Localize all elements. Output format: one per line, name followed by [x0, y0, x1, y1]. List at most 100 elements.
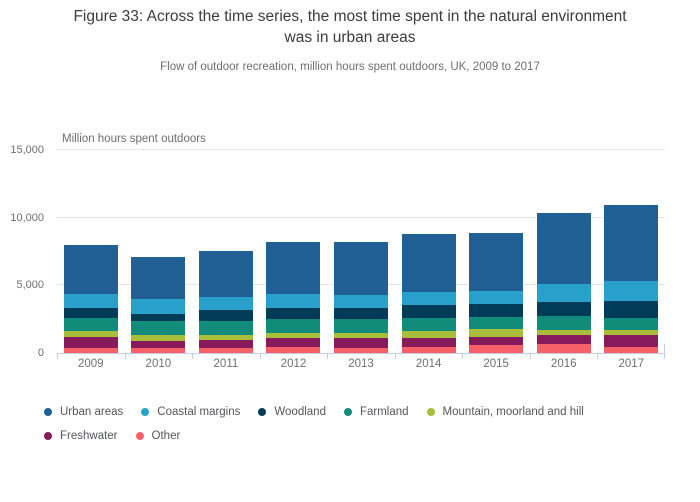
bar-segment-other-2014 [401, 346, 456, 353]
legend: Urban areas Coastal margins Woodland Farmla… [44, 406, 684, 454]
bar-segment-coastal-margins-2011 [198, 296, 253, 310]
bar-segment-coastal-margins-2016 [536, 284, 591, 303]
bar-segment-other-2012 [266, 346, 321, 353]
x-axis-tick [57, 353, 58, 359]
x-tick-label-2017: 2017 [618, 358, 645, 370]
bar-group-2011 [192, 150, 260, 353]
bar-segment-urban-areas-2010 [131, 256, 186, 299]
bar-segment-woodland-2015 [469, 304, 524, 317]
bar-group-2017 [598, 150, 666, 353]
legend-marker-coastal-margins [141, 408, 150, 416]
stacked-bar-2012 [266, 242, 321, 353]
bar-segment-mountain-moorland-and-hill-2010 [131, 334, 186, 341]
bar-segment-farmland-2014 [401, 318, 456, 332]
bar-segment-coastal-margins-2013 [334, 294, 389, 308]
legend-marker-freshwater [44, 432, 52, 440]
legend-label-mountain-moorland-and-hill: Mountain, moorland and hill [442, 406, 584, 418]
legend-item-farmland: Farmland [343, 406, 409, 418]
bar-segment-other-2017 [604, 346, 659, 353]
bar-segment-farmland-2011 [198, 320, 253, 335]
bar-segment-urban-areas-2012 [266, 242, 321, 295]
x-axis-tick [462, 353, 464, 359]
legend-label-other: Other [151, 430, 181, 442]
legend-item-woodland: Woodland [258, 406, 326, 418]
bar-segment-farmland-2012 [266, 318, 321, 333]
bar-segment-woodland-2013 [334, 307, 389, 320]
bar-group-2013 [327, 150, 395, 353]
x-tick-label-2012: 2012 [280, 358, 307, 370]
x-tick-label-2015: 2015 [483, 358, 509, 370]
bar-segment-freshwater-2009 [63, 337, 118, 348]
bar-segment-coastal-margins-2014 [401, 291, 456, 306]
x-axis-tick [394, 353, 396, 359]
stacked-bar-2010 [131, 256, 186, 353]
legend-row-2: Freshwater Other [44, 430, 684, 442]
bar-segment-farmland-2015 [469, 316, 524, 330]
chart-subtitle: Flow of outdoor recreation, million hour… [160, 61, 540, 73]
x-tick-label-2014: 2014 [415, 358, 442, 370]
x-axis-tick [327, 353, 329, 359]
stacked-bar-2011 [198, 250, 253, 353]
gridline-15,000 [57, 149, 665, 150]
stacked-bar-2016 [536, 212, 591, 353]
bar-segment-freshwater-2010 [131, 340, 186, 348]
bar-group-2010 [125, 150, 193, 353]
y-tick-label-15,000: 15,000 [10, 144, 44, 156]
bar-segment-mountain-moorland-and-hill-2013 [334, 333, 389, 338]
x-axis-labels: 2009 2010 2011 2012 2013 2014 2015 2016 2017 [57, 358, 665, 370]
x-axis-line [57, 353, 665, 354]
bar-segment-woodland-2016 [536, 302, 591, 316]
x-axis-tick [664, 353, 665, 359]
bar-group-2016 [530, 150, 598, 353]
stacked-bar-2013 [334, 241, 389, 353]
x-axis-tick [529, 353, 531, 359]
bar-segment-woodland-2010 [131, 314, 186, 322]
bar-segment-woodland-2014 [401, 305, 456, 319]
bar-segment-mountain-moorland-and-hill-2015 [469, 329, 524, 337]
bar-segment-urban-areas-2011 [198, 250, 253, 297]
bar-segment-freshwater-2012 [266, 338, 321, 347]
stacked-bar-2009 [63, 245, 118, 353]
stacked-bar-2017 [604, 204, 659, 353]
x-tick-label-2009: 2009 [77, 358, 104, 370]
x-axis-end-tick [664, 344, 665, 354]
legend-label-urban-areas: Urban areas [60, 406, 124, 418]
stacked-bar-2015 [469, 232, 524, 353]
bar-segment-other-2013 [334, 347, 389, 353]
bar-segment-coastal-margins-2017 [604, 280, 659, 302]
legend-item-coastal-margins: Coastal margins [141, 406, 240, 418]
bar-segment-freshwater-2016 [536, 335, 591, 345]
bar-segment-other-2015 [469, 344, 524, 353]
bar-segment-farmland-2016 [536, 315, 591, 331]
bar-segment-farmland-2017 [604, 317, 659, 330]
bar-segment-woodland-2009 [63, 308, 118, 318]
x-axis-tick [259, 353, 261, 359]
bar-segment-other-2010 [131, 347, 186, 353]
legend-item-urban-areas: Urban areas [44, 406, 123, 418]
bar-segment-urban-areas-2009 [63, 245, 118, 295]
bar-segment-urban-areas-2015 [469, 232, 524, 292]
legend-label-freshwater: Freshwater [60, 430, 118, 442]
bar-segment-freshwater-2017 [604, 334, 659, 347]
x-tick-label-2010: 2010 [145, 358, 172, 370]
legend-label-coastal-margins: Coastal margins [157, 406, 241, 418]
legend-marker-other [135, 432, 144, 440]
x-tick-label-2016: 2016 [550, 358, 577, 370]
bar-segment-mountain-moorland-and-hill-2017 [604, 329, 659, 335]
y-tick-label-0: 0 [37, 347, 44, 359]
bar-segment-farmland-2010 [131, 321, 186, 335]
bar-segment-urban-areas-2013 [334, 241, 389, 295]
legend-item-freshwater: Freshwater [44, 430, 118, 442]
x-axis-tick [124, 353, 126, 359]
bar-segment-other-2016 [536, 344, 591, 353]
bar-segment-urban-areas-2016 [536, 212, 591, 285]
bar-segment-mountain-moorland-and-hill-2012 [266, 332, 321, 339]
bar-segment-farmland-2013 [334, 319, 389, 334]
legend-item-other: Other [135, 430, 181, 442]
bar-segment-farmland-2009 [63, 317, 118, 331]
bar-segment-coastal-margins-2010 [131, 298, 186, 315]
legend-marker-mountain-moorland-and-hill [426, 408, 435, 416]
bar-segment-mountain-moorland-and-hill-2014 [401, 331, 456, 338]
bar-group-2012 [260, 150, 328, 353]
